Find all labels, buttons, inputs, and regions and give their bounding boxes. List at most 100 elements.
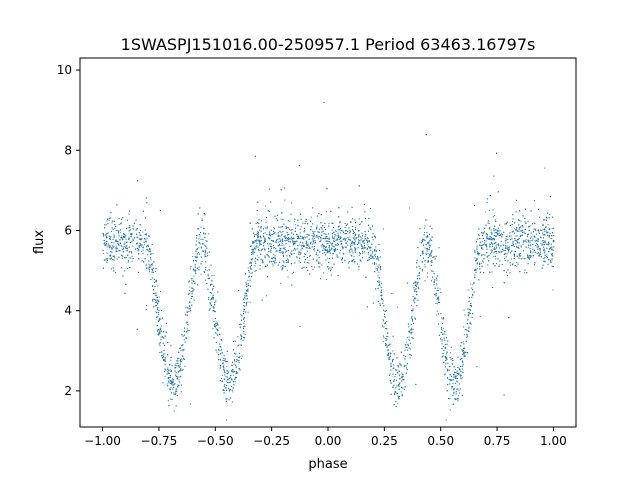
data-point	[290, 238, 292, 240]
data-point	[410, 348, 412, 350]
data-point	[255, 233, 257, 235]
data-point	[221, 374, 223, 376]
data-point	[247, 288, 249, 290]
data-point	[460, 370, 462, 372]
data-point	[470, 309, 472, 311]
data-point	[298, 237, 299, 238]
data-point	[372, 239, 374, 241]
data-point	[551, 254, 552, 256]
data-point	[254, 236, 255, 237]
data-point	[229, 397, 231, 399]
data-point	[408, 345, 409, 347]
data-point	[520, 220, 522, 222]
data-point	[323, 252, 325, 254]
data-point	[171, 383, 173, 385]
data-point	[382, 300, 384, 302]
data-point	[204, 214, 206, 216]
data-point	[152, 252, 154, 254]
data-point	[184, 313, 186, 315]
data-point	[339, 236, 341, 238]
scatter-points	[102, 102, 555, 421]
data-point	[474, 251, 476, 253]
data-point	[153, 261, 155, 263]
data-point	[141, 238, 143, 240]
data-point	[321, 246, 323, 248]
data-point	[225, 398, 227, 400]
data-point	[516, 266, 518, 268]
data-point	[306, 244, 308, 246]
data-point	[251, 264, 252, 266]
data-point	[482, 261, 484, 263]
data-point	[416, 294, 418, 296]
data-point	[284, 240, 286, 242]
data-point	[255, 240, 257, 242]
data-point	[247, 289, 249, 291]
data-point	[427, 252, 429, 254]
data-point	[252, 251, 254, 253]
data-point	[219, 359, 221, 361]
data-point	[125, 257, 127, 258]
data-point	[183, 331, 185, 332]
data-point	[392, 335, 394, 337]
data-point	[129, 227, 131, 228]
data-point	[353, 238, 355, 240]
data-point	[499, 235, 500, 236]
data-point	[390, 362, 392, 364]
data-point	[329, 267, 331, 269]
data-point	[285, 262, 287, 263]
data-point	[378, 260, 380, 262]
data-point	[534, 240, 536, 242]
data-point	[200, 239, 202, 240]
data-point	[225, 387, 226, 389]
data-point	[325, 249, 327, 251]
data-point	[494, 215, 496, 216]
data-point	[530, 256, 532, 258]
data-point	[476, 366, 478, 368]
data-point	[155, 305, 157, 307]
data-point	[173, 378, 175, 380]
data-point	[535, 241, 537, 243]
data-point	[509, 262, 511, 264]
data-point	[148, 235, 150, 237]
data-point	[297, 225, 299, 227]
data-point	[355, 227, 357, 229]
data-point	[499, 235, 501, 236]
data-point	[291, 202, 293, 204]
data-point	[177, 376, 179, 378]
data-point	[102, 249, 104, 251]
data-point	[229, 378, 231, 379]
data-point	[309, 256, 311, 257]
data-point	[379, 303, 381, 305]
data-point	[252, 258, 253, 260]
data-point	[118, 233, 120, 235]
data-point	[444, 339, 446, 341]
data-point	[448, 398, 450, 399]
data-point	[109, 246, 111, 248]
data-point	[365, 238, 367, 240]
data-point	[314, 240, 316, 241]
data-point	[115, 230, 117, 231]
data-point	[501, 251, 503, 253]
data-point	[126, 245, 128, 247]
data-point	[494, 242, 496, 244]
data-point	[429, 254, 431, 256]
data-point	[522, 226, 524, 228]
data-point	[303, 238, 305, 240]
data-point	[332, 245, 334, 247]
data-point	[544, 167, 546, 169]
data-point	[158, 296, 160, 298]
data-point	[249, 301, 251, 303]
data-point	[438, 296, 440, 298]
data-point	[302, 238, 304, 240]
data-point	[482, 233, 484, 235]
data-point	[106, 224, 108, 226]
data-point	[491, 237, 492, 238]
data-point	[448, 369, 450, 371]
data-point	[272, 260, 274, 262]
data-point	[504, 258, 505, 260]
data-point	[423, 234, 425, 236]
data-point	[247, 279, 249, 281]
data-point	[472, 283, 474, 285]
data-point	[240, 313, 242, 315]
data-point	[415, 383, 417, 385]
